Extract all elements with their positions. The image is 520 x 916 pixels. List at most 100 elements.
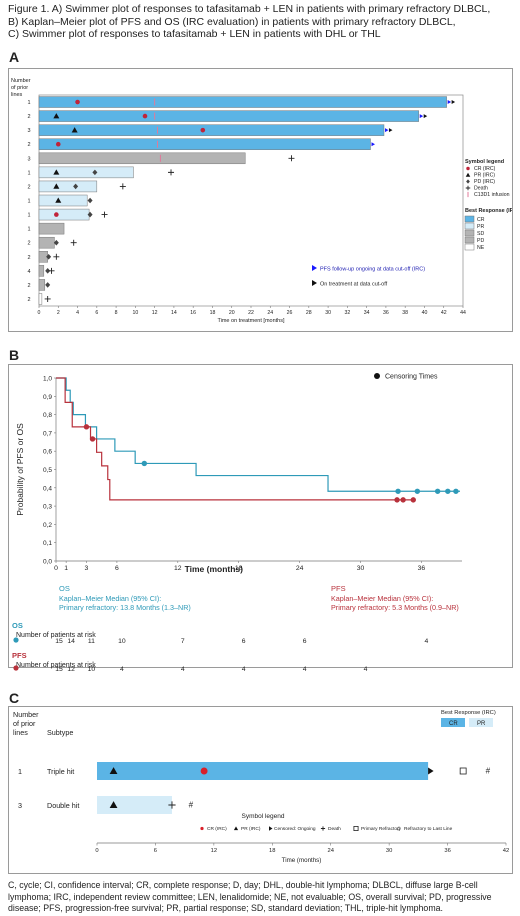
pfs-risk-title: PFS: [12, 651, 27, 660]
patient-bar: [97, 762, 429, 780]
censor-point: [141, 460, 148, 467]
pd-marker: [53, 239, 59, 246]
cr-marker: [75, 99, 80, 105]
x-tick-label: 6: [95, 310, 98, 316]
symbol-legend-label: Primary Refractory: [361, 826, 402, 832]
censoring-legend-marker: [374, 373, 380, 379]
risk-value: 4: [120, 666, 124, 673]
response-legend-label: CR: [477, 217, 485, 223]
x-axis-title: Time on treatment [months]: [217, 318, 285, 324]
censor-point: [414, 488, 421, 494]
y-axis-title: Probability of PFS or OS: [15, 423, 25, 516]
pfs-curve: [56, 377, 416, 501]
x-tick-label: 18: [269, 848, 275, 854]
risk-table-title: Number of patients at risk: [16, 662, 96, 669]
censor-point: [453, 488, 459, 494]
risk-value: 11: [88, 638, 95, 645]
x-tick-label: 30: [357, 565, 365, 572]
primary-refractory-marker: [459, 767, 467, 775]
pd-marker: [45, 268, 51, 274]
x-tick-label: 0: [38, 310, 41, 316]
panel-b: 0,0 0,1 0,2 0,3 0,4 0,5 0,6 0,7 0,8 0,9 1,0 0 1 3 6 12 1…: [8, 364, 513, 668]
x-tick-label: 2: [57, 310, 60, 316]
censor-point: [83, 424, 90, 430]
prior-lines-label: 4: [27, 269, 30, 275]
risk-value: 15: [55, 666, 63, 673]
x-tick-label: 20: [229, 310, 235, 316]
pfs-ongoing-arrow: [384, 128, 389, 133]
censor-point: [410, 497, 416, 503]
risk-value: 4: [242, 666, 246, 673]
prior-lines-label: 1: [27, 100, 30, 106]
prior-lines-label: 2: [27, 297, 30, 303]
x-tick-label: 26: [287, 310, 293, 316]
os-curve: [56, 377, 460, 492]
y-tick-label: 0,2: [43, 522, 52, 529]
best-response-label: CR: [449, 721, 458, 727]
os-annotation-line: Primary refractory: 13.8 Months (1.3–NR): [59, 603, 191, 612]
pr-marker: [109, 801, 118, 808]
death-marker: [70, 239, 77, 246]
on-treatment-arrow: [388, 128, 393, 133]
x-tick-label: 1: [64, 565, 68, 572]
x-tick-label: 36: [383, 310, 389, 316]
symbol-legend-title: Symbol legend: [465, 159, 504, 165]
y-tick-label: 0,9: [43, 394, 52, 401]
patient-bar: [38, 180, 98, 193]
panel-b-label: B: [9, 347, 20, 363]
x-tick-label: 22: [248, 310, 254, 316]
header-prior-lines: lines: [13, 728, 28, 737]
y-tick-label: 1,0: [43, 376, 52, 383]
censor-point: [400, 497, 406, 503]
x-tick-label: 28: [306, 310, 312, 316]
x-axis-title: Time (months): [282, 857, 322, 864]
x-tick-label: 30: [386, 848, 392, 854]
y-axis-title-line: Number: [11, 78, 31, 84]
pd-marker: [45, 282, 51, 288]
header-subtype: Subtype: [47, 728, 73, 737]
prior-lines-label: 3: [27, 128, 30, 134]
pr-marker: [53, 183, 60, 189]
prior-lines-label: 1: [27, 227, 30, 233]
x-tick-label: 30: [325, 310, 331, 316]
patient-bar: [38, 293, 43, 305]
patient-bar: [38, 96, 447, 108]
response-legend-swatch: [464, 243, 475, 251]
legend-pfs-arrow: [312, 265, 317, 271]
death-marker: [48, 267, 55, 274]
x-tick-label: 42: [503, 848, 509, 854]
y-tick-label: 0,3: [43, 504, 52, 511]
prior-lines-label: 1: [27, 213, 30, 219]
legend-on-treatment-arrow: [312, 280, 317, 286]
response-legend-swatch: [464, 222, 475, 230]
prior-lines-label: 1: [18, 767, 22, 776]
caption-line: B) Kaplan–Meier plot of PFS and OS (IRC …: [8, 15, 456, 28]
y-tick-label: 0,7: [43, 430, 52, 437]
censor-point: [395, 488, 401, 494]
risk-value: 10: [118, 638, 126, 645]
symbol-legend-label: Death: [328, 826, 341, 832]
best-response-label: PR: [477, 721, 486, 727]
caption-line: C) Swimmer plot of responses to tafasita…: [8, 28, 381, 40]
patient-bar: [38, 222, 65, 235]
best-response-swatch: [469, 718, 493, 727]
os-risk-title: OS: [12, 621, 23, 630]
y-tick-label: 0,1: [43, 540, 52, 547]
footnote: C, cycle; CI, confidence interval; CR, c…: [8, 880, 492, 913]
symbol-legend-title: Symbol legend: [242, 813, 285, 820]
censor-point: [434, 488, 441, 494]
best-response-title: Best Response (IRC): [441, 710, 496, 716]
x-tick-label: 10: [132, 310, 138, 316]
risk-value: 14: [67, 638, 75, 645]
symbol-legend-label: Death: [474, 186, 488, 192]
censoring-legend-label: Censoring Times: [385, 374, 438, 381]
os-annotation-title: OS: [59, 584, 70, 593]
response-legend-label: SD: [477, 231, 484, 237]
refractory-last-marker: #: [486, 767, 491, 776]
risk-value: 10: [88, 666, 96, 673]
pfs-ongoing-arrow: [447, 100, 452, 105]
response-legend-swatch: [464, 236, 475, 244]
x-tick-label: 32: [344, 310, 350, 316]
x-tick-label: 8: [115, 310, 118, 316]
